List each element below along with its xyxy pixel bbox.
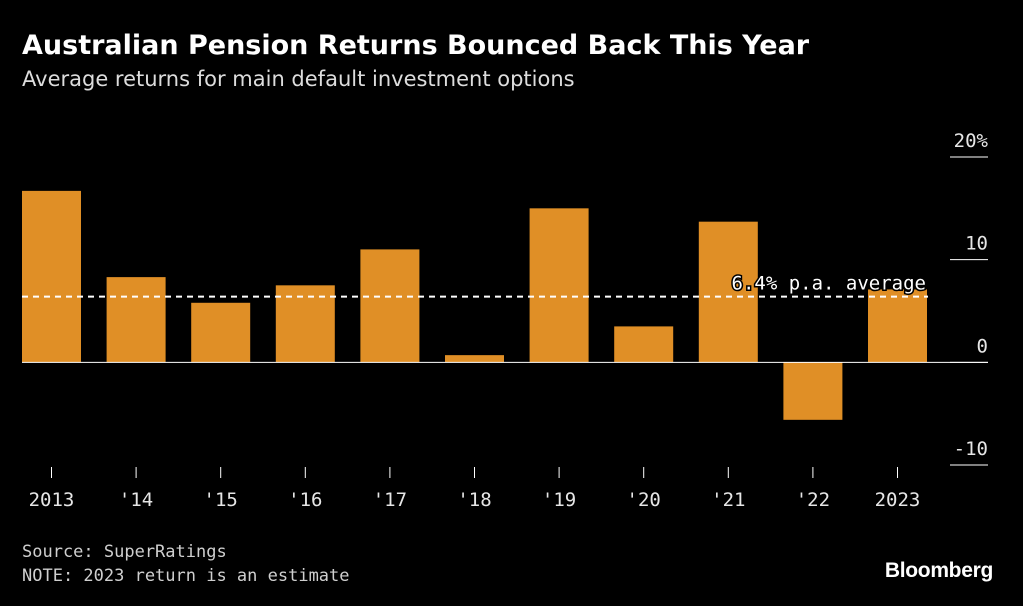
x-tick-label: 2013 xyxy=(29,489,75,511)
x-axis: 2013 '14 '15 '16 '17 '18 '19 '20 '21 '22 2023 xyxy=(29,467,921,511)
x-tick-label: 2023 xyxy=(875,489,921,511)
bar-18 xyxy=(445,355,504,363)
bar-chart: -10 0 10 20% 6.4% p.a. average 2013 '14 '15 '1… xyxy=(22,130,989,511)
bar-16 xyxy=(275,285,335,363)
y-tick-label: 10 xyxy=(965,233,988,255)
x-tick-label: '19 xyxy=(542,489,576,511)
bars-group xyxy=(22,190,927,420)
x-tick-label: '20 xyxy=(627,489,661,511)
bar-21 xyxy=(698,221,758,363)
x-tick-label: '18 xyxy=(457,489,491,511)
x-tick-label: '16 xyxy=(288,489,322,511)
bar-19 xyxy=(529,208,589,363)
x-tick-label: '15 xyxy=(204,489,238,511)
source-note: Source: SuperRatings NOTE: 2023 return i… xyxy=(22,540,350,588)
y-tick-label: -10 xyxy=(954,438,988,460)
note-text: NOTE: 2023 return is an estimate xyxy=(22,566,350,586)
chart-subtitle: Average returns for main default investm… xyxy=(22,67,575,91)
bar-17 xyxy=(360,249,420,363)
average-line-group: 6.4% p.a. average xyxy=(22,271,928,298)
chart-title: Australian Pension Returns Bounced Back … xyxy=(22,30,810,61)
source-text: Source: SuperRatings xyxy=(22,542,227,562)
y-tick-label: 20% xyxy=(954,130,989,152)
x-tick-label: '14 xyxy=(119,489,153,511)
bar-15 xyxy=(191,302,251,363)
x-tick-label: '22 xyxy=(796,489,830,511)
bar-20 xyxy=(614,326,674,363)
average-label: 6.4% p.a. average xyxy=(732,273,926,295)
bar-14 xyxy=(106,277,166,363)
bar-2023 xyxy=(868,289,927,363)
y-axis: -10 0 10 20% xyxy=(950,130,989,466)
bar-2013 xyxy=(22,190,81,363)
bar-22 xyxy=(783,362,843,420)
x-tick-label: '21 xyxy=(711,489,745,511)
x-tick-label: '17 xyxy=(373,489,407,511)
bloomberg-logo: Bloomberg xyxy=(884,559,993,582)
y-tick-label: 0 xyxy=(977,335,988,357)
